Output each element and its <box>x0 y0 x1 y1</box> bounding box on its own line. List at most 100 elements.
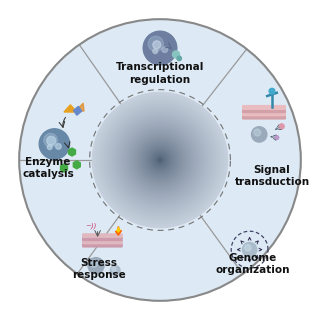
Circle shape <box>252 127 267 142</box>
Circle shape <box>139 139 181 181</box>
Text: Transcriptional
regulation: Transcriptional regulation <box>116 62 204 85</box>
Circle shape <box>120 120 200 200</box>
Circle shape <box>149 149 171 171</box>
FancyBboxPatch shape <box>243 115 285 119</box>
Circle shape <box>114 114 206 206</box>
Circle shape <box>135 135 185 185</box>
Circle shape <box>145 145 175 175</box>
Circle shape <box>150 150 170 170</box>
Circle shape <box>150 150 170 170</box>
Circle shape <box>99 99 221 221</box>
Circle shape <box>44 133 58 147</box>
Circle shape <box>154 154 166 166</box>
Circle shape <box>144 144 176 176</box>
Circle shape <box>145 145 175 175</box>
Circle shape <box>105 105 215 215</box>
Circle shape <box>113 113 207 207</box>
Circle shape <box>116 116 204 204</box>
Circle shape <box>162 47 168 52</box>
Circle shape <box>124 124 196 196</box>
Circle shape <box>177 56 181 61</box>
Circle shape <box>97 97 223 223</box>
Circle shape <box>121 121 199 199</box>
Circle shape <box>156 156 164 164</box>
Circle shape <box>108 108 212 212</box>
Circle shape <box>112 112 208 208</box>
Circle shape <box>112 267 116 271</box>
FancyBboxPatch shape <box>83 237 122 241</box>
Circle shape <box>134 134 186 186</box>
Circle shape <box>127 127 193 193</box>
Circle shape <box>172 51 180 58</box>
Circle shape <box>149 149 171 171</box>
Circle shape <box>110 110 210 210</box>
Circle shape <box>131 131 189 189</box>
Circle shape <box>19 19 301 301</box>
Circle shape <box>254 129 261 136</box>
Circle shape <box>115 115 205 205</box>
Circle shape <box>137 137 183 183</box>
Polygon shape <box>116 227 121 235</box>
Polygon shape <box>117 227 120 232</box>
Circle shape <box>95 95 225 225</box>
Text: Genome
organization: Genome organization <box>216 253 290 275</box>
FancyBboxPatch shape <box>243 106 285 109</box>
Circle shape <box>116 116 204 204</box>
Circle shape <box>114 114 206 206</box>
Circle shape <box>127 127 193 193</box>
Circle shape <box>118 118 202 202</box>
Circle shape <box>94 94 226 226</box>
Circle shape <box>96 96 224 224</box>
Circle shape <box>98 98 222 222</box>
Circle shape <box>157 157 163 163</box>
Circle shape <box>125 125 195 195</box>
Circle shape <box>153 49 158 53</box>
Circle shape <box>121 121 199 199</box>
Circle shape <box>110 266 120 275</box>
Circle shape <box>269 88 275 94</box>
Circle shape <box>104 104 216 216</box>
Circle shape <box>128 128 192 192</box>
Circle shape <box>39 129 70 159</box>
Circle shape <box>153 153 167 167</box>
Circle shape <box>117 117 203 203</box>
Circle shape <box>118 118 202 202</box>
Circle shape <box>119 119 201 201</box>
Circle shape <box>93 93 227 227</box>
Circle shape <box>93 93 227 227</box>
Circle shape <box>141 141 179 179</box>
Circle shape <box>148 36 164 52</box>
Circle shape <box>141 141 179 179</box>
Circle shape <box>124 124 196 196</box>
Text: Signal
transduction: Signal transduction <box>235 165 309 187</box>
Circle shape <box>110 110 210 210</box>
Circle shape <box>275 136 279 140</box>
Polygon shape <box>77 103 84 111</box>
Circle shape <box>159 159 161 161</box>
Circle shape <box>101 101 219 219</box>
Circle shape <box>279 124 284 129</box>
Circle shape <box>140 140 180 180</box>
Circle shape <box>100 100 220 220</box>
Circle shape <box>138 138 182 182</box>
Circle shape <box>142 142 178 178</box>
Circle shape <box>108 108 212 212</box>
Circle shape <box>136 136 184 184</box>
Circle shape <box>244 244 251 251</box>
Circle shape <box>111 111 209 209</box>
Circle shape <box>144 144 176 176</box>
Circle shape <box>104 104 216 216</box>
FancyBboxPatch shape <box>83 244 122 247</box>
Circle shape <box>109 109 211 211</box>
Circle shape <box>153 41 161 49</box>
Polygon shape <box>74 106 82 115</box>
Circle shape <box>131 131 189 189</box>
Circle shape <box>107 107 213 213</box>
Circle shape <box>56 143 61 149</box>
Circle shape <box>130 130 190 190</box>
Circle shape <box>133 133 187 187</box>
Text: ~)): ~)) <box>85 222 97 229</box>
Circle shape <box>153 153 167 167</box>
Circle shape <box>158 158 162 162</box>
Circle shape <box>92 92 228 228</box>
